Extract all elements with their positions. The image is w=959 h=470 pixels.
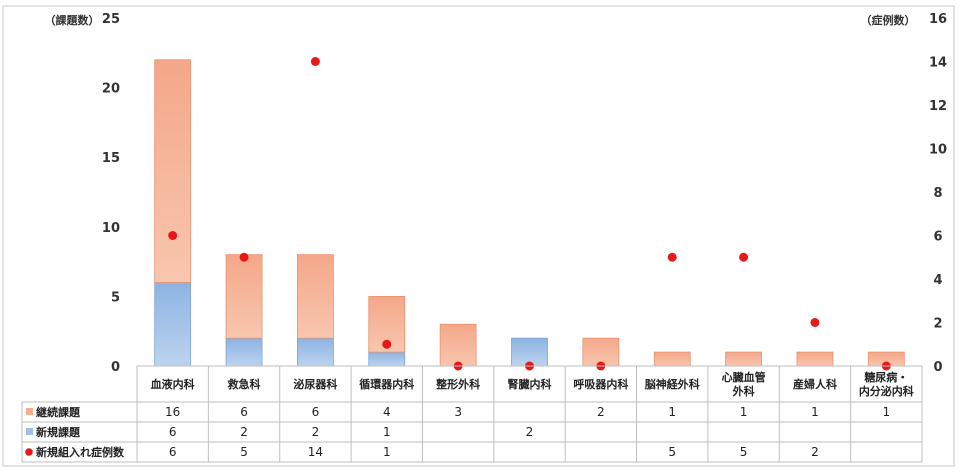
table-cell-value: 6	[312, 405, 320, 419]
right-tick-label: 2	[933, 317, 942, 332]
case-count-point	[310, 57, 320, 66]
table-cell-value: 6	[169, 425, 177, 439]
bar-continuing-task	[225, 254, 263, 339]
table-cell-value: 1	[383, 425, 391, 439]
table-cell-value: 16	[165, 405, 180, 419]
bar-new-task	[225, 337, 263, 367]
table-cell-value: 3	[454, 405, 462, 419]
category-label: 泌尿器科	[293, 377, 337, 391]
bar-continuing-task	[297, 254, 334, 339]
table-cell-value: 5	[668, 445, 676, 459]
right-tick-label: 12	[929, 99, 947, 114]
case-count-point	[739, 252, 749, 262]
table-cell-value: 6	[169, 445, 177, 459]
case-count-point	[382, 339, 392, 349]
category-label: 外科	[732, 384, 755, 398]
category-label: 救急科	[228, 377, 261, 391]
left-axis-ticks: 0 5 10 15 20 25	[102, 12, 120, 375]
table-cell-value: 14	[308, 445, 323, 459]
category-label: 内分泌内科	[859, 384, 914, 398]
category-label: 腎臓内科	[508, 377, 552, 391]
table-cell-value: 1	[740, 405, 748, 419]
left-tick-label: 10	[102, 221, 120, 236]
table-cell-value: 2	[526, 425, 534, 439]
table-cell-value: 4	[383, 405, 391, 419]
case-count-point	[810, 318, 820, 327]
right-tick-label: 14	[929, 56, 947, 71]
table-cell-value: 2	[312, 425, 320, 439]
right-tick-label: 0	[933, 360, 942, 375]
category-label: 心臓血管	[722, 370, 766, 384]
right-axis-ticks: 0 2 4 6 8 10 12 14 16	[929, 12, 947, 375]
bar-new-task	[154, 282, 192, 367]
bar-series	[154, 59, 905, 367]
left-tick-label: 20	[102, 82, 120, 97]
table-cell-value: 5	[740, 445, 748, 459]
right-tick-label: 16	[929, 12, 947, 27]
left-tick-label: 25	[102, 12, 120, 27]
category-label: 整形外科	[435, 377, 480, 391]
table-cell-value: 1	[811, 405, 819, 419]
table-cell-value: 6	[240, 405, 248, 419]
table-cell-value: 1	[668, 405, 676, 419]
left-tick-label: 15	[102, 151, 120, 166]
case-count-point	[239, 252, 249, 262]
category-label: 糖尿病・	[864, 370, 908, 384]
bar-continuing-task	[582, 337, 620, 367]
legend-swatch	[26, 428, 33, 435]
legend-label: 新規組入れ症例数	[36, 445, 125, 459]
table-cell-value: 1	[882, 405, 890, 419]
data-table: 血液内科 救急科 泌尿器科 循環器内科 整形外科 腎臓内科 呼吸器内科 脳神経外科 心臓血管外科…	[21, 365, 923, 463]
legend-swatch	[26, 408, 33, 415]
table-cell-value: 2	[597, 405, 605, 419]
left-tick-label: 5	[111, 290, 120, 305]
category-label: 産婦人科	[793, 377, 837, 391]
left-axis-unit-label: （課題数）	[45, 13, 100, 27]
right-axis-unit-label: （症例数）	[861, 13, 916, 27]
legend-label: 新規課題	[36, 425, 81, 439]
legend-label: 継続課題	[36, 405, 81, 419]
category-label: 血液内科	[151, 377, 195, 391]
bar-continuing-task	[439, 323, 477, 367]
legend-swatch	[25, 448, 33, 456]
bar-new-task	[297, 337, 334, 367]
bar-new-task	[368, 351, 406, 367]
table-cell-value: 2	[811, 445, 819, 459]
bar-continuing-task	[796, 351, 834, 367]
right-tick-label: 6	[933, 230, 942, 245]
table-cell-value: 5	[240, 445, 248, 459]
bar-continuing-task	[154, 59, 192, 283]
right-tick-label: 4	[933, 273, 942, 288]
case-count-point	[168, 231, 178, 240]
category-label: 循環器内科	[359, 377, 414, 391]
bar-continuing-task	[653, 351, 691, 367]
category-label: 脳神経外科	[645, 377, 700, 391]
bar-continuing-task	[725, 351, 762, 367]
table-cell-value: 1	[383, 445, 391, 459]
right-tick-label: 8	[933, 186, 942, 201]
chart-border	[2, 5, 955, 467]
table-cell-value: 2	[240, 425, 248, 439]
category-label: 呼吸器内科	[573, 377, 628, 391]
case-count-point	[667, 252, 677, 262]
right-tick-label: 10	[929, 143, 947, 158]
left-tick-label: 0	[111, 360, 120, 375]
